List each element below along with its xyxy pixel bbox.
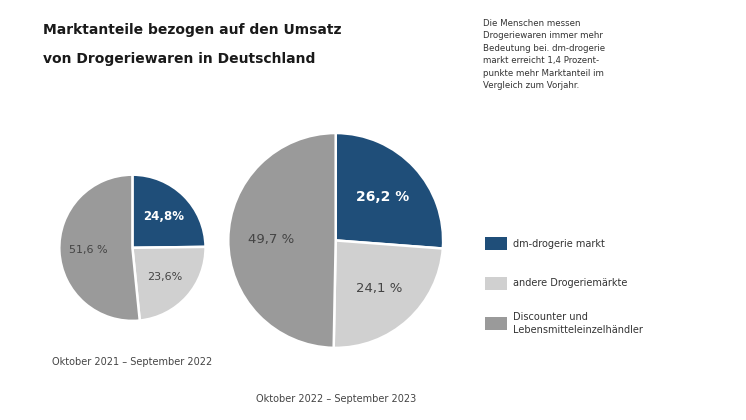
Wedge shape <box>133 247 205 320</box>
Wedge shape <box>336 133 443 249</box>
Text: 24,1 %: 24,1 % <box>356 282 402 294</box>
Text: Marktanteile bezogen auf den Umsatz: Marktanteile bezogen auf den Umsatz <box>43 23 341 37</box>
Text: Oktober 2021 – September 2022: Oktober 2021 – September 2022 <box>52 357 213 368</box>
Text: Discounter und
Lebensmitteleinzelhändler: Discounter und Lebensmitteleinzelhändler <box>513 312 643 335</box>
Text: 23,6%: 23,6% <box>148 272 183 282</box>
Wedge shape <box>228 133 336 348</box>
Text: dm-drogerie markt: dm-drogerie markt <box>513 239 605 249</box>
Text: 24,8%: 24,8% <box>142 210 184 223</box>
Text: andere Drogeriemärkte: andere Drogeriemärkte <box>513 278 627 289</box>
Wedge shape <box>333 240 443 348</box>
Wedge shape <box>132 175 205 248</box>
Text: 49,7 %: 49,7 % <box>248 234 295 247</box>
Text: von Drogeriewaren in Deutschland: von Drogeriewaren in Deutschland <box>43 52 315 66</box>
Wedge shape <box>60 175 140 321</box>
Text: 51,6 %: 51,6 % <box>69 245 108 255</box>
Text: Oktober 2022 – September 2023: Oktober 2022 – September 2023 <box>256 394 416 404</box>
Text: 26,2 %: 26,2 % <box>357 189 410 204</box>
Text: Die Menschen messen
Drogeriewaren immer mehr
Bedeutung bei. dm-drogerie
markt er: Die Menschen messen Drogeriewaren immer … <box>483 19 606 90</box>
